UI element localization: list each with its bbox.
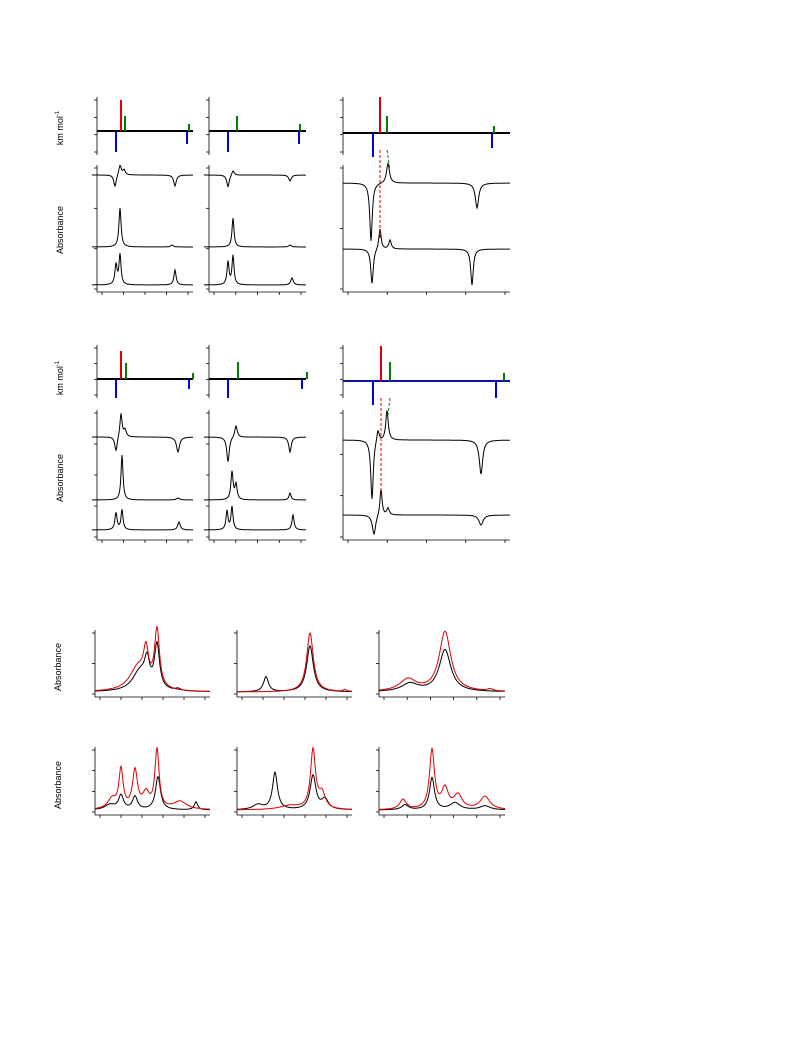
line — [386, 149, 391, 171]
y-label: Absorbance — [53, 643, 63, 691]
y-label: Absorbance — [55, 454, 65, 502]
spectrum — [92, 164, 193, 188]
spectrum — [237, 746, 352, 811]
spectrum — [94, 747, 211, 810]
spectrum — [343, 162, 510, 241]
label-sup: -1 — [55, 360, 61, 366]
spectrum — [95, 625, 210, 692]
spectrum — [343, 489, 510, 536]
spectrum — [343, 410, 510, 500]
spectrum — [237, 631, 352, 693]
spectrum — [378, 648, 505, 692]
spectrum — [378, 630, 505, 692]
spectrum — [92, 454, 194, 501]
y-label: Absorbance — [55, 206, 65, 254]
y-label: km mol-1 — [55, 360, 65, 395]
spectrum — [379, 746, 506, 810]
y-label: km mol-1 — [55, 110, 65, 145]
spectrum — [92, 413, 193, 454]
spectrum — [92, 207, 193, 248]
spectrum — [204, 254, 306, 286]
spectrum — [204, 505, 306, 531]
spectrum — [92, 253, 193, 286]
spectrum — [204, 170, 306, 188]
spectrum — [379, 776, 505, 811]
spectrum — [204, 424, 306, 462]
spectrum — [343, 228, 510, 286]
spectrum — [92, 509, 193, 531]
spectrum — [204, 470, 306, 501]
line — [387, 397, 391, 416]
label-text: km mol — [55, 116, 65, 145]
y-label: Absorbance — [53, 761, 63, 809]
label-text: km mol — [55, 366, 65, 395]
spectrum — [204, 217, 306, 248]
spectrum — [94, 775, 210, 811]
label-sup: -1 — [55, 110, 61, 116]
